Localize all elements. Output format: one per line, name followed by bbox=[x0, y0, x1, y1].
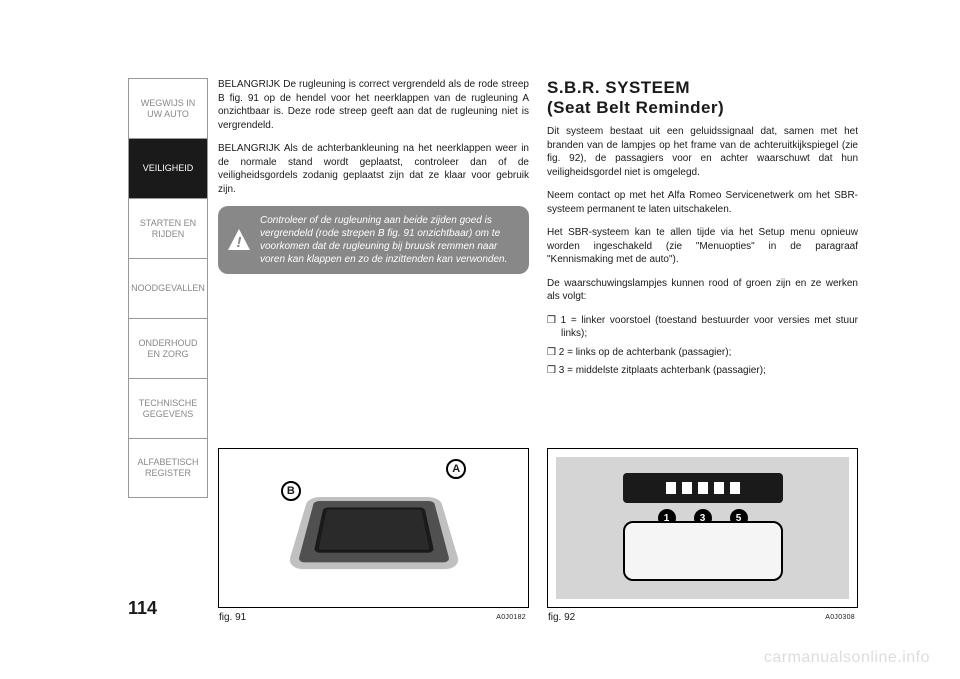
right-column: S.B.R. SYSTEEM (Seat Belt Reminder) Dit … bbox=[547, 78, 858, 608]
bullet-3: 3 = middelste zitplaats achterbank (pass… bbox=[547, 364, 858, 378]
bullet-2: 2 = links op de achterbank (passagier); bbox=[547, 346, 858, 360]
mirror-illustration: 1 3 5 2 4 bbox=[556, 457, 849, 599]
warning-box: ! Controleer of de rugleuning aan beide … bbox=[218, 206, 529, 274]
callout-a: A bbox=[446, 459, 466, 479]
bullet-1: 1 = linker voorstoel (toestand bestuurde… bbox=[547, 314, 858, 341]
seat-icon bbox=[730, 482, 740, 494]
fig-92-code: A0J0308 bbox=[825, 614, 855, 621]
left-column: BELANGRIJK De rugleuning is correct verg… bbox=[218, 78, 529, 608]
page-number: 114 bbox=[128, 598, 157, 619]
right-para-3: Het SBR-systeem kan te allen tijde via h… bbox=[547, 226, 858, 267]
fig-91-code: A0J0182 bbox=[496, 614, 526, 621]
right-para-1: Dit systeem bestaat uit een geluidssigna… bbox=[547, 125, 858, 179]
figure-91: A B fig. 91 A0J0182 bbox=[218, 448, 529, 608]
sidebar: WEGWIJS IN UW AUTO VEILIGHEID STARTEN EN… bbox=[128, 78, 208, 498]
nav-item-register[interactable]: ALFABETISCH REGISTER bbox=[128, 438, 208, 498]
callout-b: B bbox=[281, 481, 301, 501]
content: BELANGRIJK De rugleuning is correct verg… bbox=[218, 78, 858, 608]
heading-line-1: S.B.R. SYSTEEM bbox=[547, 78, 858, 98]
seat-icon bbox=[682, 482, 692, 494]
watermark: carmanualsonline.info bbox=[764, 649, 930, 667]
sbr-heading: S.B.R. SYSTEEM (Seat Belt Reminder) bbox=[547, 78, 858, 117]
nav-item-wegwijs[interactable]: WEGWIJS IN UW AUTO bbox=[128, 78, 208, 138]
warning-text: Controleer of de rugleuning aan beide zi… bbox=[260, 215, 507, 265]
right-para-4: De waarschuwingslampjes kunnen rood of g… bbox=[547, 277, 858, 304]
seat-icon bbox=[714, 482, 724, 494]
rearview-mirror bbox=[623, 521, 783, 581]
sbr-panel bbox=[623, 473, 783, 503]
right-para-2: Neem contact op met het Alfa Romeo Servi… bbox=[547, 189, 858, 216]
fig-92-label: fig. 92 bbox=[548, 612, 575, 623]
heading-line-2: (Seat Belt Reminder) bbox=[547, 98, 858, 118]
warning-triangle-icon: ! bbox=[226, 227, 252, 253]
left-para-2: BELANGRIJK Als de achterbankleuning na h… bbox=[218, 142, 529, 196]
nav-item-onderhoud[interactable]: ONDERHOUD EN ZORG bbox=[128, 318, 208, 378]
nav-item-technische[interactable]: TECHNISCHE GEGEVENS bbox=[128, 378, 208, 438]
svg-text:!: ! bbox=[237, 234, 242, 251]
nav-item-veiligheid[interactable]: VEILIGHEID bbox=[128, 138, 208, 198]
belt-recess-illustration bbox=[286, 497, 461, 569]
figure-92: 1 3 5 2 4 fig. 92 A0J0308 bbox=[547, 448, 858, 608]
left-para-1: BELANGRIJK De rugleuning is correct verg… bbox=[218, 78, 529, 132]
fig-91-label: fig. 91 bbox=[219, 612, 246, 623]
seat-icon bbox=[698, 482, 708, 494]
seat-icon bbox=[666, 482, 676, 494]
nav-item-starten[interactable]: STARTEN EN RIJDEN bbox=[128, 198, 208, 258]
nav-item-noodgevallen[interactable]: NOODGEVALLEN bbox=[128, 258, 208, 318]
